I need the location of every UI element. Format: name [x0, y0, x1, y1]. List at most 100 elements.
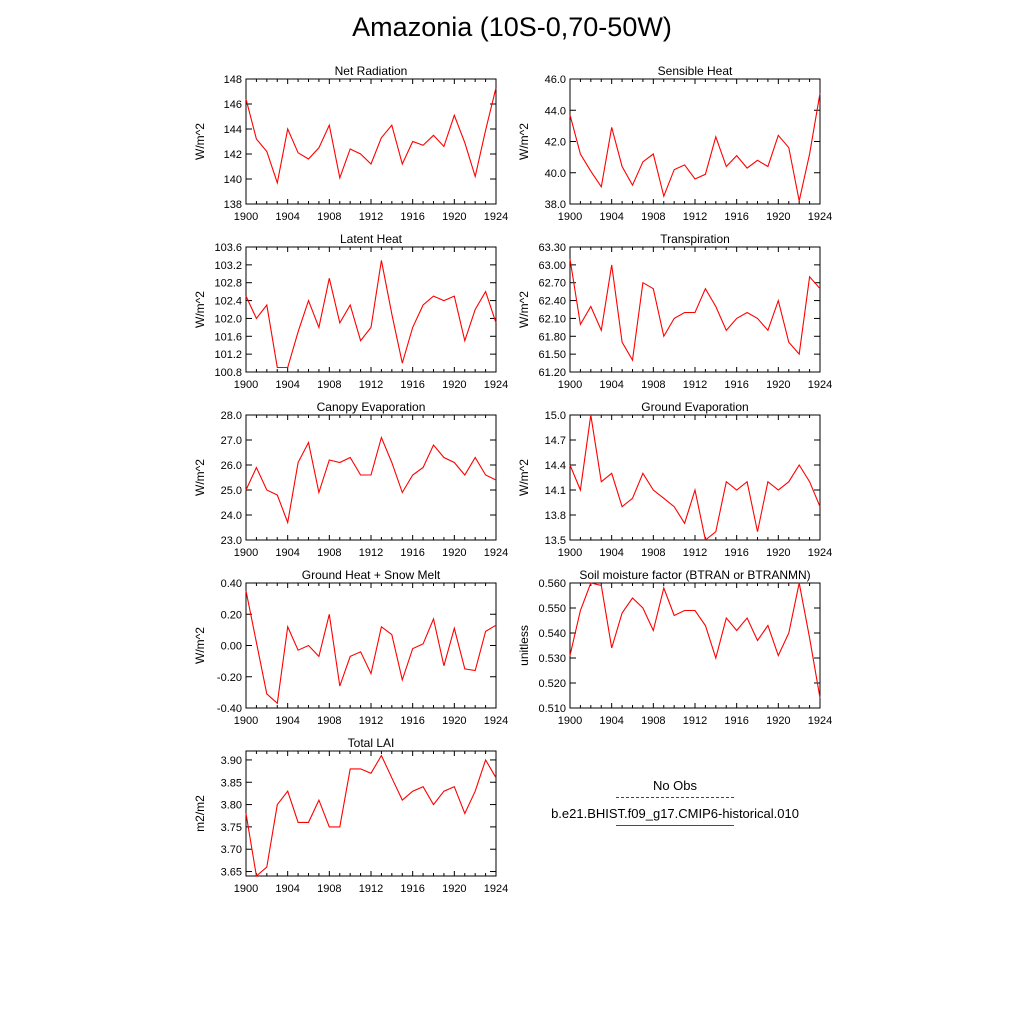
x-tick-label: 1904: [599, 715, 623, 727]
y-tick-label: 61.80: [538, 331, 566, 343]
series-line: [569, 258, 821, 362]
x-tick-label: 1900: [234, 547, 258, 559]
x-tick-label: 1916: [724, 715, 748, 727]
x-tick-label: 1924: [484, 715, 508, 727]
y-tick-label: 14.4: [545, 460, 566, 472]
y-tick-label: 28.0: [221, 410, 242, 422]
x-tick-label: 1912: [359, 211, 383, 223]
y-tick-label: 13.5: [545, 535, 566, 547]
y-tick-label: 0.40: [221, 578, 242, 590]
x-tick-label: 1900: [234, 715, 258, 727]
y-tick-label: 144: [224, 124, 242, 136]
y-tick-label: 42.0: [545, 137, 566, 149]
y-tick-label: -0.20: [217, 672, 242, 684]
y-tick-label: 13.8: [545, 510, 566, 522]
x-tick-label: 1904: [599, 211, 623, 223]
x-tick-label: 1912: [683, 547, 707, 559]
x-tick-label: 1900: [234, 379, 258, 391]
series-line: [245, 260, 497, 369]
y-axis-label: W/m^2: [517, 459, 531, 496]
plot-frame: [245, 414, 497, 541]
y-tick-label: 15.0: [545, 410, 566, 422]
x-tick-label: 1916: [400, 211, 424, 223]
series-line: [569, 582, 821, 699]
y-tick-label: 3.85: [221, 777, 242, 789]
chart-panel-8: Soil moisture factor (BTRAN or BTRANMN) u…: [517, 568, 832, 727]
y-tick-label: 148: [224, 74, 242, 86]
y-tick-label: 138: [224, 199, 242, 211]
series-line: [245, 87, 497, 185]
x-tick-label: 1916: [400, 379, 424, 391]
y-tick-label: 62.40: [538, 296, 566, 308]
y-tick-label: 103.2: [214, 260, 242, 272]
panel-title: Soil moisture factor (BTRAN or BTRANMN): [579, 568, 810, 582]
x-tick-label: 1904: [599, 547, 623, 559]
x-tick-label: 1908: [317, 379, 341, 391]
panel-title: Latent Heat: [340, 232, 403, 246]
x-tick-label: 1924: [484, 883, 508, 895]
y-tick-label: 101.2: [214, 349, 242, 361]
chart-panel-1: Net Radiation W/m^2 1900 1904 1908 1912 1916 19…: [193, 64, 508, 223]
series-line: [569, 414, 821, 541]
x-tick-label: 1904: [275, 715, 299, 727]
x-tick-label: 1908: [641, 211, 665, 223]
y-tick-label: 24.0: [221, 510, 242, 522]
plot-frame: [245, 246, 497, 373]
y-tick-label: 63.00: [538, 260, 566, 272]
x-tick-label: 1900: [558, 211, 582, 223]
x-tick-label: 1924: [808, 211, 832, 223]
y-tick-label: 103.6: [214, 242, 242, 254]
series-line: [245, 754, 497, 878]
panel-title: Canopy Evaporation: [317, 400, 426, 414]
x-tick-label: 1920: [766, 715, 790, 727]
y-tick-label: 0.00: [221, 641, 242, 653]
x-tick-label: 1924: [808, 379, 832, 391]
y-tick-label: 14.7: [545, 435, 566, 447]
x-tick-label: 1908: [317, 715, 341, 727]
legend-label-obs: No Obs: [652, 778, 698, 793]
plot-frame: [245, 78, 497, 205]
y-tick-label: 102.4: [214, 296, 242, 308]
y-tick-label: 62.70: [538, 278, 566, 290]
x-tick-label: 1900: [234, 211, 258, 223]
x-tick-label: 1916: [400, 883, 424, 895]
x-tick-label: 1916: [724, 379, 748, 391]
y-tick-label: 14.1: [545, 485, 566, 497]
y-tick-label: 61.50: [538, 349, 566, 361]
y-tick-label: 62.10: [538, 313, 566, 325]
x-tick-label: 1924: [484, 211, 508, 223]
y-tick-label: 142: [224, 149, 242, 161]
y-tick-label: 0.530: [538, 653, 566, 665]
chart-panel-9: Total LAI m2/m2 1900 1904 1908 1912 1916 1920 19…: [193, 736, 508, 895]
y-tick-label: 140: [224, 174, 242, 186]
x-tick-label: 1912: [683, 715, 707, 727]
legend-line-obs: [616, 797, 734, 798]
x-tick-label: 1908: [641, 547, 665, 559]
x-tick-label: 1912: [359, 379, 383, 391]
y-tick-label: 102.8: [214, 278, 242, 290]
x-tick-label: 1912: [359, 547, 383, 559]
y-axis-label: m2/m2: [193, 795, 207, 832]
x-tick-label: 1924: [808, 715, 832, 727]
plot-frame: [569, 414, 821, 541]
x-tick-label: 1916: [724, 547, 748, 559]
plot-frame: [245, 750, 497, 877]
legend-line-model: [616, 825, 734, 826]
page-title: Amazonia (10S-0,70-50W): [352, 12, 672, 42]
y-tick-label: 0.550: [538, 603, 566, 615]
x-tick-label: 1904: [275, 547, 299, 559]
x-tick-label: 1904: [275, 379, 299, 391]
x-tick-label: 1904: [275, 883, 299, 895]
legend-label-model: b.e21.BHIST.f09_g17.CMIP6-historical.010: [551, 806, 799, 821]
y-tick-label: 3.75: [221, 822, 242, 834]
x-tick-label: 1920: [766, 379, 790, 391]
panel-title: Transpiration: [660, 232, 730, 246]
legend: No Obs b.e21.BHIST.f09_g17.CMIP6-histori…: [530, 778, 820, 834]
x-tick-label: 1924: [484, 547, 508, 559]
chart-panel-6: Ground Evaporation W/m^2 1900 1904 1908 1912 1…: [517, 400, 832, 559]
y-tick-label: 38.0: [545, 199, 566, 211]
x-tick-label: 1912: [359, 883, 383, 895]
x-tick-label: 1916: [400, 547, 424, 559]
x-tick-label: 1908: [317, 883, 341, 895]
y-tick-label: 3.90: [221, 755, 242, 767]
